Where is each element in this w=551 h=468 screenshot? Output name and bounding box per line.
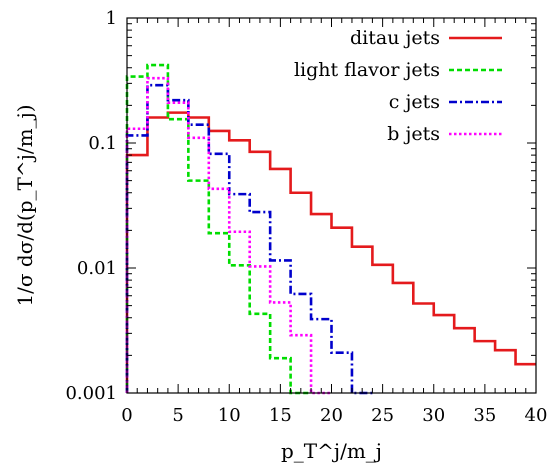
x-tick-label: 20 [320,405,343,426]
legend: ditau jets light flavor jets c jets b jets [294,27,502,145]
x-tick-label: 15 [269,405,292,426]
x-tick-label: 35 [473,405,496,426]
legend-label: light flavor jets [294,59,440,81]
series-b-jets [125,76,332,395]
y-tick-label: 0.001 [65,383,117,404]
x-axis-label: p_T^j/m_j [281,439,382,463]
axes-layer: 0 5 10 15 20 25 30 35 40 0.001 0.01 0.1 1 [65,8,547,426]
x-tick-label: 10 [218,405,241,426]
y-axis-label: 1/σ dσ/d(p_T^j/m_j) [13,104,37,306]
x-tick-label: 0 [121,405,132,426]
y-tick-label: 1 [106,8,117,29]
y-tick-label: 0.01 [77,258,117,279]
series-ditau-jets [125,111,536,393]
x-tick-label: 40 [525,405,548,426]
legend-label: c jets [389,91,440,113]
legend-label: ditau jets [350,27,440,49]
x-tick-label: 25 [371,405,394,426]
x-tick-label: 5 [172,405,183,426]
series-light-flavor-jets [125,63,312,395]
series-layer [125,63,536,395]
series-c-jets [125,83,373,395]
y-tick-label: 0.1 [88,133,117,154]
x-tick-label: 30 [422,405,445,426]
legend-label: b jets [387,123,440,145]
